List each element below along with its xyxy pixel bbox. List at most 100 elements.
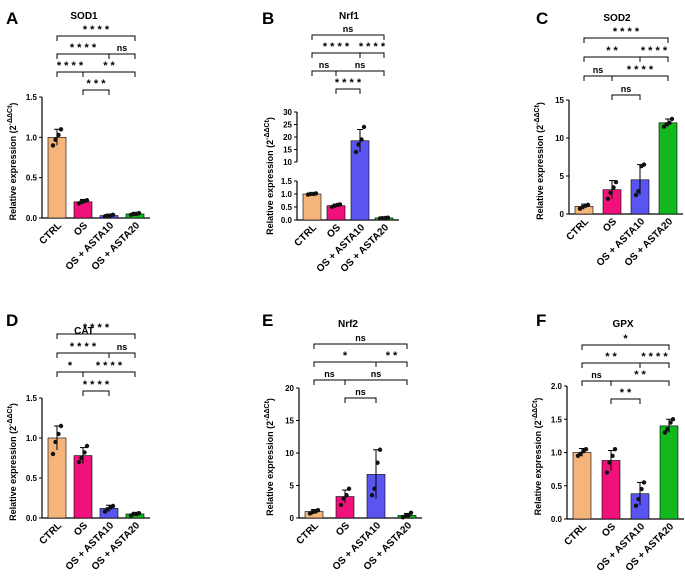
data-point [375, 460, 380, 465]
data-point [50, 451, 56, 457]
data-point [670, 417, 676, 422]
panel-letter: A [6, 9, 18, 28]
panel-title: SOD1 [70, 11, 98, 22]
significance-label: ns [371, 369, 382, 379]
significance-label: ns [621, 84, 632, 94]
y-tick-label: 10 [283, 158, 292, 167]
significance-bracket [311, 70, 337, 76]
significance-bracket [56, 35, 136, 41]
data-point [84, 198, 90, 203]
significance-label: * * [605, 351, 617, 363]
x-tick-label: CTRL [37, 520, 64, 547]
data-point [337, 202, 343, 207]
data-point [639, 486, 644, 492]
significance-label: * * [103, 60, 115, 72]
y-axis-label: Relative expression (2-ΔΔCt) [7, 403, 18, 521]
panel-e: E Nrf2 0 5 10 15 20 Relative expression (2-ΔΔCt… [262, 311, 422, 573]
y-tick-label: 20 [285, 384, 294, 393]
y-tick-label: 25 [283, 121, 292, 130]
data-point [668, 420, 673, 425]
significance-label: ns [319, 60, 330, 70]
data-point [82, 450, 87, 455]
data-point [315, 508, 321, 513]
data-point [341, 496, 346, 501]
significance-label: ns [355, 333, 366, 343]
significance-label: * * * * [96, 360, 123, 372]
y-tick-label: 5 [290, 482, 295, 491]
data-point [356, 142, 361, 147]
significance-label: * * * * [641, 45, 668, 57]
y-tick-label: 1.5 [551, 415, 563, 424]
data-point [369, 493, 375, 498]
y-axis-label: Relative expression (2-ΔΔCt) [532, 398, 543, 516]
significance-label: ns [324, 369, 335, 379]
significance-bracket [56, 371, 84, 377]
data-point [344, 493, 349, 498]
x-tick-label: OS [600, 521, 618, 539]
y-axis-label: Relative expression (2-ΔΔCt) [264, 117, 275, 235]
bar-ctrl [47, 137, 67, 219]
y-tick-label: 0 [560, 210, 565, 219]
data-point [633, 192, 639, 198]
y-tick-label: 15 [283, 146, 292, 155]
y-tick-label: 1.5 [26, 394, 38, 403]
data-point [136, 210, 142, 216]
x-tick-label: CTRL [562, 521, 589, 548]
data-point [665, 427, 670, 432]
data-point [56, 132, 61, 138]
y-axis-label: Relative expression (2-ΔΔCt) [7, 103, 18, 221]
significance-bracket [583, 37, 669, 43]
x-tick-label: OS [72, 220, 90, 238]
significance-label: * * * * [359, 41, 386, 53]
x-tick-label: CTRL [37, 220, 64, 247]
significance-bracket [610, 398, 641, 404]
bar-ctrl [302, 193, 322, 221]
significance-bracket [313, 379, 346, 385]
significance-bracket [108, 352, 136, 358]
significance-label: * * * * [57, 60, 84, 72]
y-tick-label: 1.0 [26, 133, 38, 142]
significance-label: * * * * [83, 322, 110, 334]
significance-bracket [581, 380, 612, 386]
bar-os [73, 455, 93, 519]
panel-title: CAT [74, 326, 94, 337]
significance-label: * * [620, 387, 632, 399]
panel-d: D CAT 0.0 0.5 1.0 1.5 Relative expression (2-Δ… [6, 311, 150, 573]
y-tick-label: 0.5 [281, 203, 293, 212]
data-point [50, 143, 56, 148]
bar-os-asta20 [658, 122, 678, 215]
data-point [353, 149, 359, 155]
significance-bracket [335, 88, 361, 94]
y-tick-label: 20 [283, 133, 292, 142]
y-tick-label: 0.5 [26, 174, 38, 183]
x-tick-label: CTRL [294, 520, 321, 547]
data-point [669, 116, 675, 122]
significance-bracket [639, 56, 669, 62]
significance-bracket [56, 333, 136, 339]
data-point [53, 439, 58, 445]
data-point [605, 196, 611, 201]
y-axis-label: Relative expression (2-ΔΔCt) [534, 102, 545, 220]
data-point [636, 496, 641, 502]
y-tick-label: 1.5 [281, 177, 293, 186]
x-tick-label: CTRL [292, 222, 319, 249]
data-point [667, 120, 672, 126]
significance-label: ns [591, 370, 602, 380]
significance-bracket [611, 75, 669, 81]
y-tick-label: 1.0 [551, 449, 563, 458]
data-point [136, 511, 142, 516]
data-point [633, 503, 639, 508]
data-point [408, 510, 414, 515]
data-point [641, 162, 647, 167]
panel-letter: F [536, 311, 546, 330]
bar-ctrl [572, 452, 592, 520]
significance-bracket [82, 89, 110, 95]
data-point [58, 127, 64, 132]
data-point [359, 137, 364, 142]
significance-label: ns [593, 65, 604, 75]
significance-label: * * * * [641, 351, 668, 363]
panel-title: SOD2 [603, 13, 631, 24]
x-tick-label: CTRL [564, 216, 591, 243]
data-point [604, 470, 610, 475]
y-tick-label: 0.0 [26, 214, 38, 223]
